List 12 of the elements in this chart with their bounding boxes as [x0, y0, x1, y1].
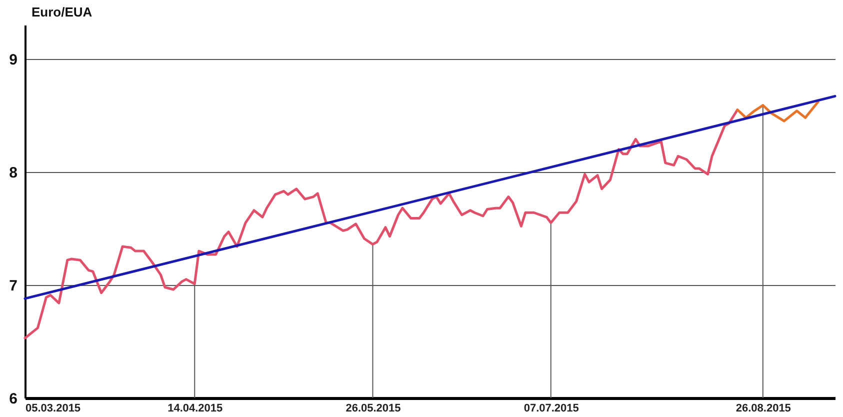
y-axis-title: Euro/EUA [32, 4, 93, 20]
y-tick-label: 9 [9, 51, 18, 68]
line-series [736, 100, 820, 122]
x-tick-label: 26.05.2015 [346, 402, 401, 414]
y-tick-label: 8 [9, 164, 18, 182]
x-tick-label: 26.08.2015 [736, 402, 791, 414]
x-tick-label: 05.03.2015 [26, 402, 81, 414]
y-tick-label: 6 [9, 390, 18, 408]
x-tick-label: 14.04.2015 [168, 402, 223, 414]
line-series [24, 108, 739, 340]
x-tick-label: 07.07.2015 [524, 402, 579, 414]
y-tick-label: 7 [9, 277, 18, 294]
